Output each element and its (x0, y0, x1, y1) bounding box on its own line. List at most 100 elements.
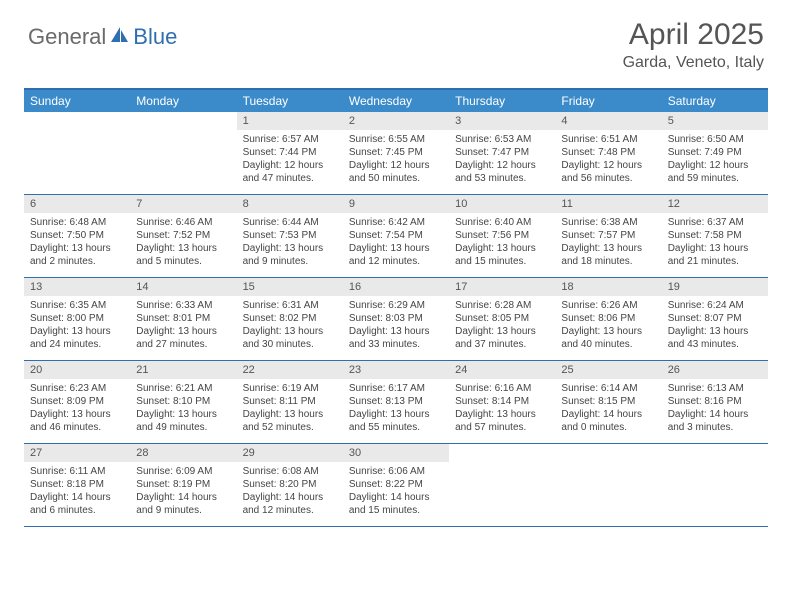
weekday-header: Wednesday (343, 90, 449, 112)
sunset-line: Sunset: 8:02 PM (243, 312, 337, 325)
day-number: 25 (555, 361, 661, 379)
sunrise-line: Sunrise: 6:13 AM (668, 382, 762, 395)
daylight-line: Daylight: 13 hours and 21 minutes. (668, 242, 762, 268)
daylight-line: Daylight: 13 hours and 30 minutes. (243, 325, 337, 351)
sunset-line: Sunset: 7:57 PM (561, 229, 655, 242)
day-number: 29 (237, 444, 343, 462)
sunset-line: Sunset: 8:15 PM (561, 395, 655, 408)
sunset-line: Sunset: 7:58 PM (668, 229, 762, 242)
day-body: Sunrise: 6:16 AMSunset: 8:14 PMDaylight:… (449, 379, 555, 438)
sunrise-line: Sunrise: 6:23 AM (30, 382, 124, 395)
day-cell: 15Sunrise: 6:31 AMSunset: 8:02 PMDayligh… (237, 278, 343, 360)
day-number: 17 (449, 278, 555, 296)
daylight-line: Daylight: 13 hours and 43 minutes. (668, 325, 762, 351)
sunrise-line: Sunrise: 6:08 AM (243, 465, 337, 478)
daylight-line: Daylight: 14 hours and 15 minutes. (349, 491, 443, 517)
sunset-line: Sunset: 8:11 PM (243, 395, 337, 408)
week-row: 13Sunrise: 6:35 AMSunset: 8:00 PMDayligh… (24, 278, 768, 361)
day-number: 7 (130, 195, 236, 213)
day-cell: 12Sunrise: 6:37 AMSunset: 7:58 PMDayligh… (662, 195, 768, 277)
sunrise-line: Sunrise: 6:31 AM (243, 299, 337, 312)
daylight-line: Daylight: 13 hours and 57 minutes. (455, 408, 549, 434)
sunrise-line: Sunrise: 6:17 AM (349, 382, 443, 395)
weekday-header-row: SundayMondayTuesdayWednesdayThursdayFrid… (24, 90, 768, 112)
daylight-line: Daylight: 13 hours and 5 minutes. (136, 242, 230, 268)
sunrise-line: Sunrise: 6:16 AM (455, 382, 549, 395)
day-body: Sunrise: 6:48 AMSunset: 7:50 PMDaylight:… (24, 213, 130, 272)
empty-cell (555, 444, 661, 526)
day-body: Sunrise: 6:31 AMSunset: 8:02 PMDaylight:… (237, 296, 343, 355)
day-body: Sunrise: 6:57 AMSunset: 7:44 PMDaylight:… (237, 130, 343, 189)
sunrise-line: Sunrise: 6:28 AM (455, 299, 549, 312)
day-cell: 16Sunrise: 6:29 AMSunset: 8:03 PMDayligh… (343, 278, 449, 360)
sunrise-line: Sunrise: 6:50 AM (668, 133, 762, 146)
daylight-line: Daylight: 13 hours and 24 minutes. (30, 325, 124, 351)
daylight-line: Daylight: 13 hours and 52 minutes. (243, 408, 337, 434)
sunset-line: Sunset: 8:07 PM (668, 312, 762, 325)
sunset-line: Sunset: 8:10 PM (136, 395, 230, 408)
sunset-line: Sunset: 8:09 PM (30, 395, 124, 408)
sunset-line: Sunset: 7:53 PM (243, 229, 337, 242)
sunset-line: Sunset: 7:50 PM (30, 229, 124, 242)
daylight-line: Daylight: 14 hours and 9 minutes. (136, 491, 230, 517)
day-body: Sunrise: 6:13 AMSunset: 8:16 PMDaylight:… (662, 379, 768, 438)
day-number: 22 (237, 361, 343, 379)
title-block: April 2025 Garda, Veneto, Italy (623, 18, 764, 72)
daylight-line: Daylight: 13 hours and 40 minutes. (561, 325, 655, 351)
day-body: Sunrise: 6:51 AMSunset: 7:48 PMDaylight:… (555, 130, 661, 189)
daylight-line: Daylight: 14 hours and 0 minutes. (561, 408, 655, 434)
sunrise-line: Sunrise: 6:42 AM (349, 216, 443, 229)
day-number: 18 (555, 278, 661, 296)
sunset-line: Sunset: 8:13 PM (349, 395, 443, 408)
day-cell: 1Sunrise: 6:57 AMSunset: 7:44 PMDaylight… (237, 112, 343, 194)
day-body: Sunrise: 6:11 AMSunset: 8:18 PMDaylight:… (24, 462, 130, 521)
day-cell: 30Sunrise: 6:06 AMSunset: 8:22 PMDayligh… (343, 444, 449, 526)
sunset-line: Sunset: 8:05 PM (455, 312, 549, 325)
empty-cell (24, 112, 130, 194)
day-body: Sunrise: 6:23 AMSunset: 8:09 PMDaylight:… (24, 379, 130, 438)
day-body: Sunrise: 6:55 AMSunset: 7:45 PMDaylight:… (343, 130, 449, 189)
day-cell: 4Sunrise: 6:51 AMSunset: 7:48 PMDaylight… (555, 112, 661, 194)
weekday-header: Friday (555, 90, 661, 112)
logo-text-blue: Blue (133, 24, 177, 50)
daylight-line: Daylight: 13 hours and 15 minutes. (455, 242, 549, 268)
sunrise-line: Sunrise: 6:06 AM (349, 465, 443, 478)
day-cell: 27Sunrise: 6:11 AMSunset: 8:18 PMDayligh… (24, 444, 130, 526)
daylight-line: Daylight: 12 hours and 59 minutes. (668, 159, 762, 185)
daylight-line: Daylight: 13 hours and 27 minutes. (136, 325, 230, 351)
day-cell: 28Sunrise: 6:09 AMSunset: 8:19 PMDayligh… (130, 444, 236, 526)
day-cell: 29Sunrise: 6:08 AMSunset: 8:20 PMDayligh… (237, 444, 343, 526)
day-body: Sunrise: 6:28 AMSunset: 8:05 PMDaylight:… (449, 296, 555, 355)
day-body: Sunrise: 6:35 AMSunset: 8:00 PMDaylight:… (24, 296, 130, 355)
sunrise-line: Sunrise: 6:19 AM (243, 382, 337, 395)
day-number: 14 (130, 278, 236, 296)
day-cell: 24Sunrise: 6:16 AMSunset: 8:14 PMDayligh… (449, 361, 555, 443)
day-cell: 22Sunrise: 6:19 AMSunset: 8:11 PMDayligh… (237, 361, 343, 443)
day-body: Sunrise: 6:19 AMSunset: 8:11 PMDaylight:… (237, 379, 343, 438)
day-number: 15 (237, 278, 343, 296)
sunset-line: Sunset: 7:49 PM (668, 146, 762, 159)
weekday-header: Tuesday (237, 90, 343, 112)
header: General Blue April 2025 Garda, Veneto, I… (0, 0, 792, 80)
sunrise-line: Sunrise: 6:57 AM (243, 133, 337, 146)
day-number: 6 (24, 195, 130, 213)
day-number: 4 (555, 112, 661, 130)
day-number: 8 (237, 195, 343, 213)
day-number: 26 (662, 361, 768, 379)
sunset-line: Sunset: 7:47 PM (455, 146, 549, 159)
day-number: 21 (130, 361, 236, 379)
day-body: Sunrise: 6:50 AMSunset: 7:49 PMDaylight:… (662, 130, 768, 189)
day-body: Sunrise: 6:53 AMSunset: 7:47 PMDaylight:… (449, 130, 555, 189)
day-body: Sunrise: 6:14 AMSunset: 8:15 PMDaylight:… (555, 379, 661, 438)
daylight-line: Daylight: 12 hours and 53 minutes. (455, 159, 549, 185)
sunset-line: Sunset: 7:45 PM (349, 146, 443, 159)
day-cell: 5Sunrise: 6:50 AMSunset: 7:49 PMDaylight… (662, 112, 768, 194)
day-number: 12 (662, 195, 768, 213)
sunset-line: Sunset: 8:01 PM (136, 312, 230, 325)
sunrise-line: Sunrise: 6:40 AM (455, 216, 549, 229)
sunset-line: Sunset: 7:48 PM (561, 146, 655, 159)
day-body: Sunrise: 6:29 AMSunset: 8:03 PMDaylight:… (343, 296, 449, 355)
day-cell: 7Sunrise: 6:46 AMSunset: 7:52 PMDaylight… (130, 195, 236, 277)
sunset-line: Sunset: 7:52 PM (136, 229, 230, 242)
day-number: 11 (555, 195, 661, 213)
